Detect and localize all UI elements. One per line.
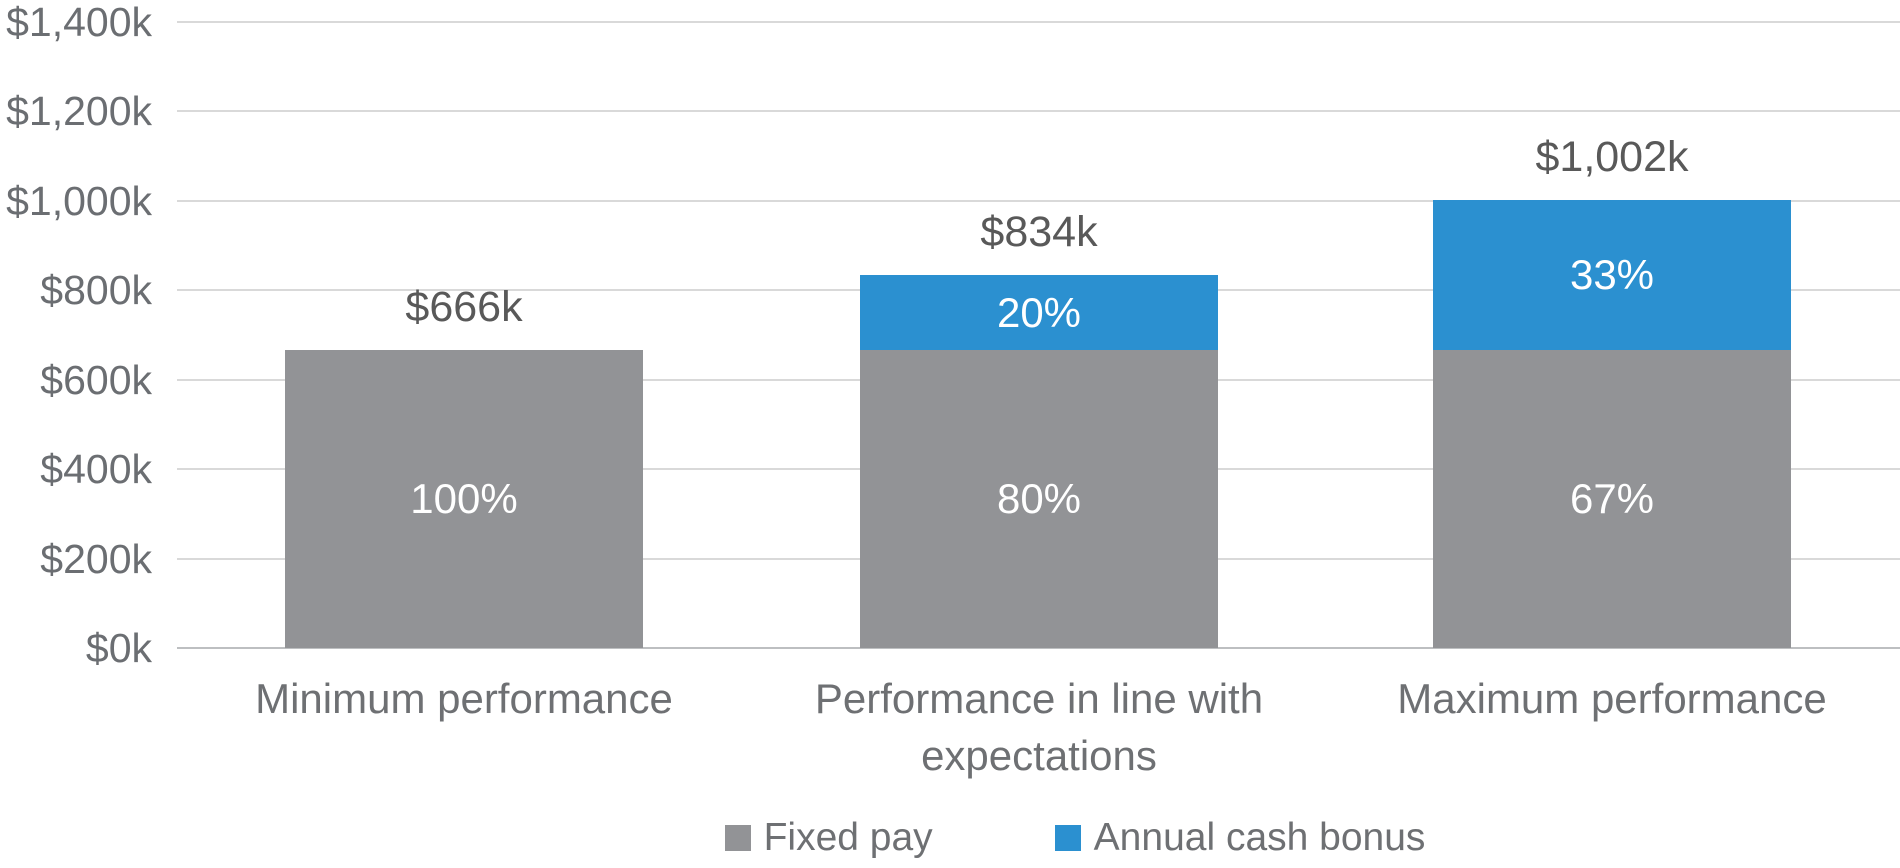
y-tick-label: $1,400k (6, 0, 152, 45)
legend-swatch-icon (724, 825, 751, 851)
y-tick-label: $400k (40, 446, 152, 493)
segment-percent-label: 80% (996, 475, 1082, 523)
category-label-maximum-performance: Maximum performance (1397, 675, 1827, 722)
category-label-minimum-performance: Minimum performance (255, 675, 673, 722)
legend-label: Annual cash bonus (1093, 816, 1426, 859)
segment-percent-label: 20% (996, 288, 1082, 336)
legend-item-annual-cash-bonus: Annual cash bonus (1054, 816, 1426, 860)
bar-segment-annual-cash-bonus (860, 275, 1218, 351)
legend: Fixed pay Annual cash bonus (250, 812, 1900, 864)
gridline (177, 199, 1900, 202)
legend-label: Fixed pay (763, 816, 933, 859)
segment-percent-label: 100% (410, 475, 518, 523)
bar-segment-fixed-pay (1433, 350, 1791, 648)
y-tick-label: $800k (40, 267, 152, 314)
x-axis-baseline (177, 647, 1900, 649)
segment-percent-label: 33% (1569, 251, 1655, 299)
y-tick-label: $1,000k (6, 177, 152, 224)
legend-item-fixed-pay: Fixed pay (724, 816, 933, 860)
total-value-label: $1,002k (1535, 132, 1689, 181)
total-value-label: $834k (980, 208, 1098, 257)
legend-swatch-icon (1054, 825, 1081, 851)
gridline (177, 110, 1900, 113)
total-value-label: $666k (405, 283, 523, 332)
y-tick-label: $600k (40, 356, 152, 403)
gridline (177, 21, 1900, 23)
bar-segment-fixed-pay (860, 350, 1218, 648)
segment-percent-label: 67% (1569, 475, 1655, 523)
category-label-performance-in-line-with-expectations: Performance in line with expectations (814, 675, 1264, 779)
y-tick-label: $1,200k (6, 88, 152, 135)
y-tick-label: $200k (40, 535, 152, 582)
bar-segment-fixed-pay (285, 350, 643, 648)
y-tick-label: $0k (85, 625, 152, 671)
bar-segment-annual-cash-bonus (1433, 199, 1791, 351)
